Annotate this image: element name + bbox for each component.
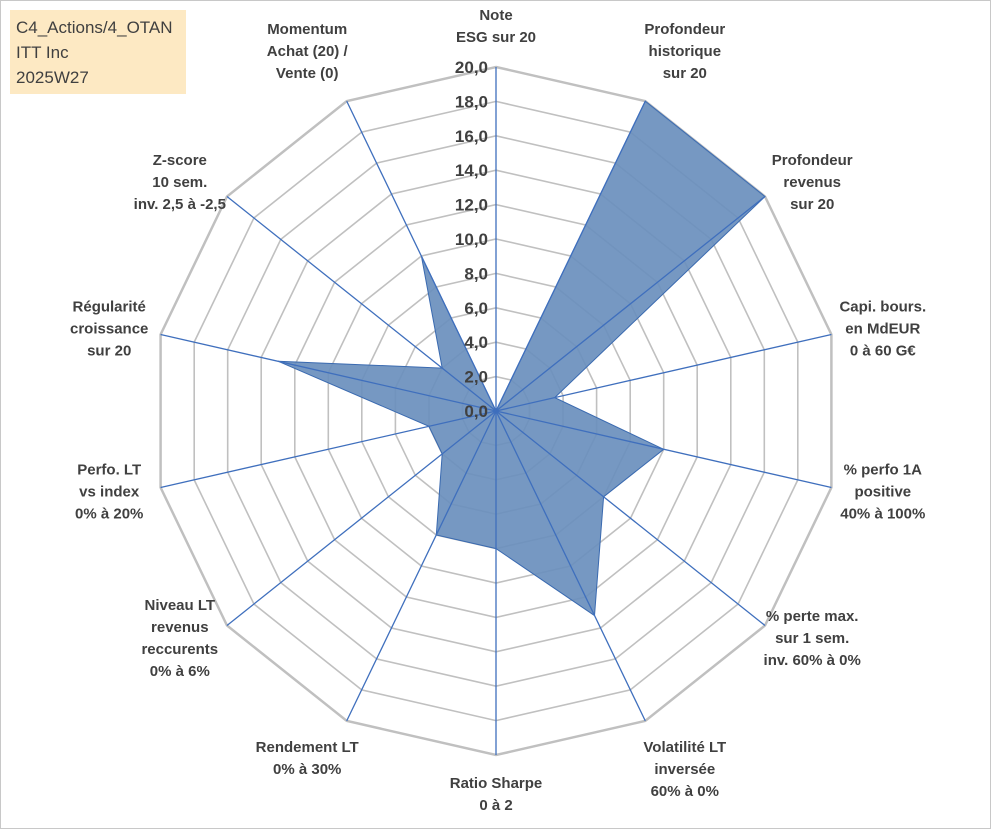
tick-label: 16,0 [455,127,488,146]
category-label: Perfo. LT vs index 0% à 20% [75,461,143,522]
tick-label: 10,0 [455,230,488,249]
axis-spoke [495,410,766,627]
tick-label: 4,0 [464,333,488,352]
category-label: % perte max. sur 1 sem. inv. 60% à 0% [764,608,861,669]
axis-spoke [346,100,497,412]
tick-label: 2,0 [464,368,488,387]
axis-spoke [495,333,832,412]
tick-label: 18,0 [455,92,488,111]
category-label: Profondeur historique sur 20 [644,21,725,82]
axis-spoke [160,410,497,489]
category-label: Momentum Achat (20) / Vente (0) [267,21,349,82]
tick-label: 6,0 [464,299,488,318]
axis-spoke [160,333,497,412]
tick-label: 20,0 [455,58,488,77]
category-label: Z-score 10 sem. inv. 2,5 à -2,5 [134,152,226,213]
axis-spoke [495,410,832,489]
category-label: Rendement LT 0% à 30% [256,739,359,778]
axis-spoke [495,100,646,412]
category-label: Note ESG sur 20 [456,7,536,46]
info-line-company: ITT Inc [16,43,69,62]
category-label: Ratio Sharpe 0 à 2 [450,775,543,814]
tick-label: 14,0 [455,161,488,180]
axis-spoke [226,195,497,412]
tick-label: 12,0 [455,196,488,215]
info-box: C4_Actions/4_OTAN ITT Inc 2025W27 [10,10,186,94]
category-label: Niveau LT revenus reccurents 0% à 6% [141,597,218,680]
info-line-week: 2025W27 [16,68,89,87]
tick-label: 0,0 [464,402,488,421]
axis-spoke [495,195,766,412]
category-label: Volatilité LT inversée 60% à 0% [643,739,726,800]
category-label: Capi. bours. en MdEUR 0 à 60 G€ [839,299,926,360]
category-label: Profondeur revenus sur 20 [772,152,853,213]
category-label: % perfo 1A positive 40% à 100% [840,461,925,522]
tick-label: 8,0 [464,264,488,283]
category-label: Régularité croissance sur 20 [70,299,148,360]
info-line-portfolio: C4_Actions/4_OTAN [16,18,173,37]
axis-spoke [495,410,646,722]
axis-spoke [226,410,497,627]
axis-spoke [346,410,497,722]
